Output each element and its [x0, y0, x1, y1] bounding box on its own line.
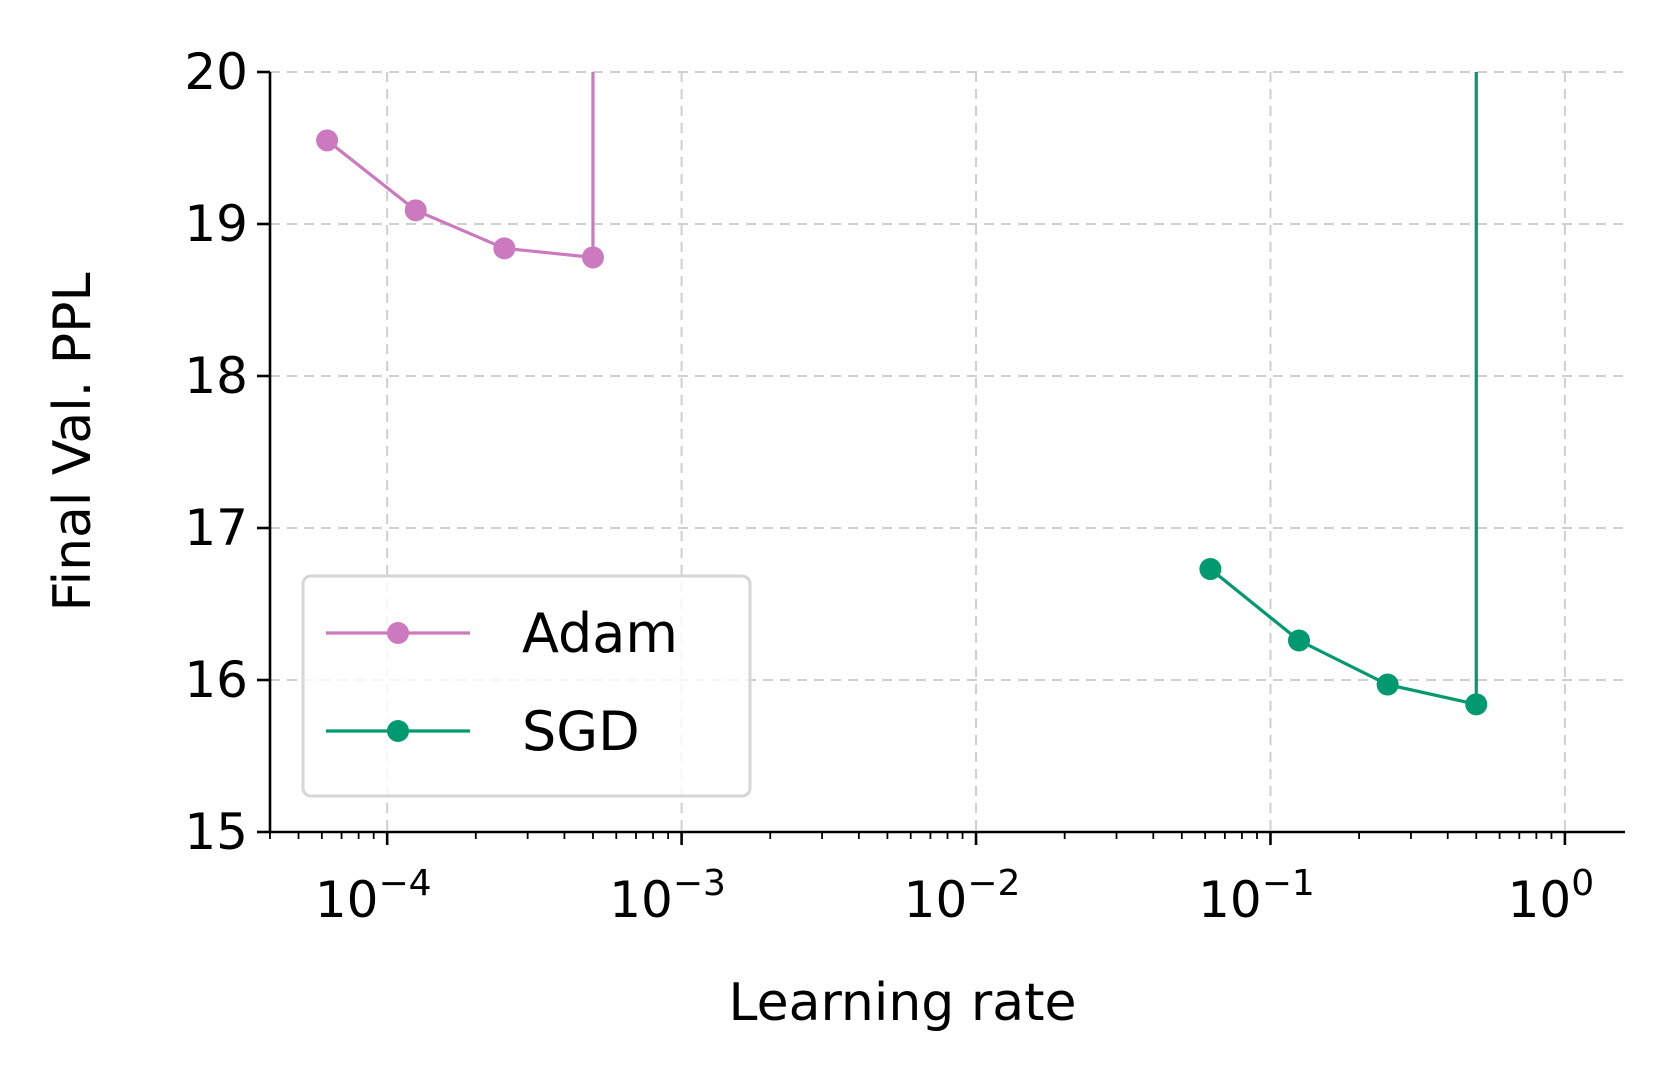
legend-label-sgd: SGD [522, 700, 640, 763]
legend-marker-adam [387, 622, 409, 644]
y-tick-label: 16 [184, 651, 248, 709]
x-tick-label: 100 [1508, 863, 1595, 929]
series-line-sgd [1209, 567, 1477, 706]
legend-marker-sgd [387, 720, 409, 742]
series-line-adam [326, 139, 594, 259]
y-axis-label: Final Val. PPL [43, 272, 103, 611]
data-point-sgd [1376, 673, 1399, 696]
legend-label-adam: Adam [522, 602, 678, 665]
data-point-adam [493, 237, 516, 260]
data-point-sgd [1465, 693, 1488, 716]
legend-box [301, 574, 752, 798]
data-point-adam [581, 246, 604, 269]
plot-series [316, 72, 1488, 716]
data-point-sgd [1199, 558, 1222, 581]
data-point-sgd [1288, 629, 1311, 652]
y-tick-label: 17 [184, 499, 248, 557]
ticks: 15 16 17 18 19 20 10−4 10−3 10−2 10−1 100 [184, 43, 1594, 929]
legend: Adam SGD [301, 574, 752, 798]
x-tick-label: 10−1 [1198, 863, 1315, 929]
x-axis-label: Learning rate [729, 973, 1077, 1033]
y-tick-label: 15 [184, 803, 248, 861]
y-tick-label: 19 [184, 195, 248, 253]
x-tick-label: 10−2 [904, 863, 1021, 929]
data-point-adam [316, 129, 339, 152]
x-tick-label: 10−4 [315, 863, 432, 929]
x-tick-label: 10−3 [609, 863, 726, 929]
y-tick-label: 20 [184, 43, 248, 101]
y-tick-label: 18 [184, 347, 248, 405]
data-point-adam [404, 199, 427, 222]
